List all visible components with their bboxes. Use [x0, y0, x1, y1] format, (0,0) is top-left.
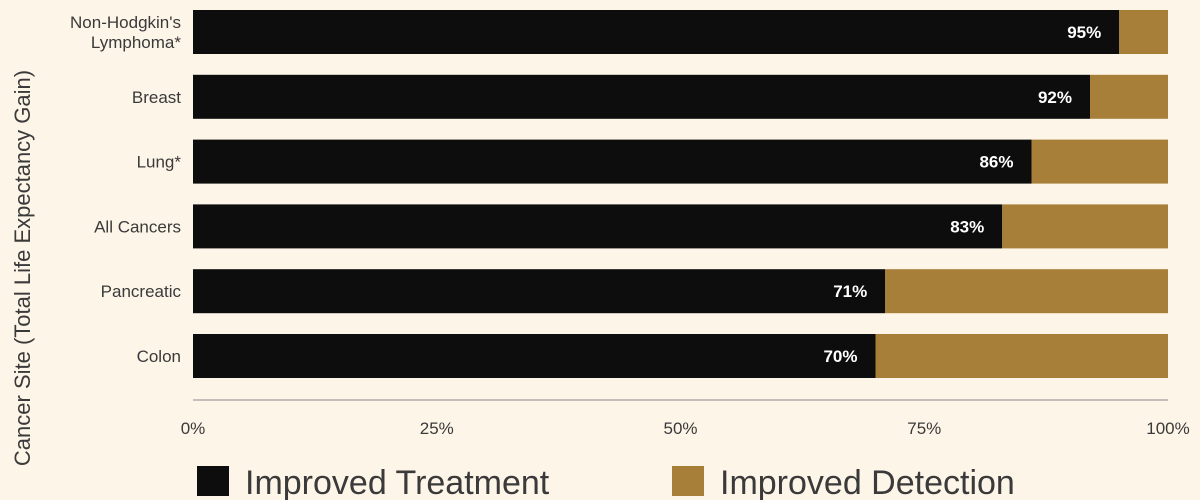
- data-label: 71%: [833, 282, 867, 301]
- x-tick-label: 100%: [1146, 419, 1189, 438]
- bar-improved-treatment: [193, 139, 1032, 184]
- bar-improved-detection: [1002, 204, 1168, 249]
- category-labels: Non-Hodgkin's Lymphoma* Breast Lung* All Can…: [70, 13, 181, 366]
- data-label: 95%: [1067, 23, 1101, 42]
- bars-group: 95% 92% 86% 83% 71% 70%: [193, 10, 1168, 378]
- legend: Improved Treatment Improved Detection: [197, 464, 1015, 500]
- legend-swatch: [197, 466, 229, 496]
- x-tick-label: 75%: [907, 419, 941, 438]
- data-label: 92%: [1038, 88, 1072, 107]
- category-label: Lung*: [137, 153, 182, 172]
- category-label: All Cancers: [94, 217, 181, 236]
- bar-improved-detection: [1090, 74, 1168, 119]
- data-label: 86%: [979, 153, 1013, 172]
- bar-improved-detection: [875, 334, 1168, 378]
- x-tick-label: 25%: [420, 419, 454, 438]
- bar-improved-detection: [885, 269, 1168, 314]
- bar-improved-treatment: [193, 334, 876, 378]
- x-tick-label: 0%: [181, 419, 206, 438]
- bar-improved-treatment: [193, 269, 886, 314]
- y-axis-title: Cancer Site (Total Life Expectancy Gain): [10, 70, 35, 466]
- x-tick-labels: 0% 25% 50% 75% 100%: [181, 419, 1190, 438]
- category-label: Breast: [132, 88, 181, 107]
- legend-label: Improved Detection: [720, 464, 1015, 500]
- bar-improved-detection: [1119, 10, 1168, 54]
- bar-improved-treatment: [193, 204, 1003, 249]
- legend-swatch: [672, 466, 704, 496]
- legend-label: Improved Treatment: [245, 464, 550, 500]
- bar-improved-treatment: [193, 10, 1120, 54]
- bar-improved-detection: [1031, 139, 1168, 184]
- category-label: Colon: [137, 347, 181, 366]
- category-label: Pancreatic: [101, 282, 182, 301]
- category-label: Non-Hodgkin's Lymphoma*: [70, 13, 181, 52]
- data-label: 70%: [823, 347, 857, 366]
- x-tick-label: 50%: [663, 419, 697, 438]
- data-label: 83%: [950, 217, 984, 236]
- bar-improved-treatment: [193, 74, 1090, 119]
